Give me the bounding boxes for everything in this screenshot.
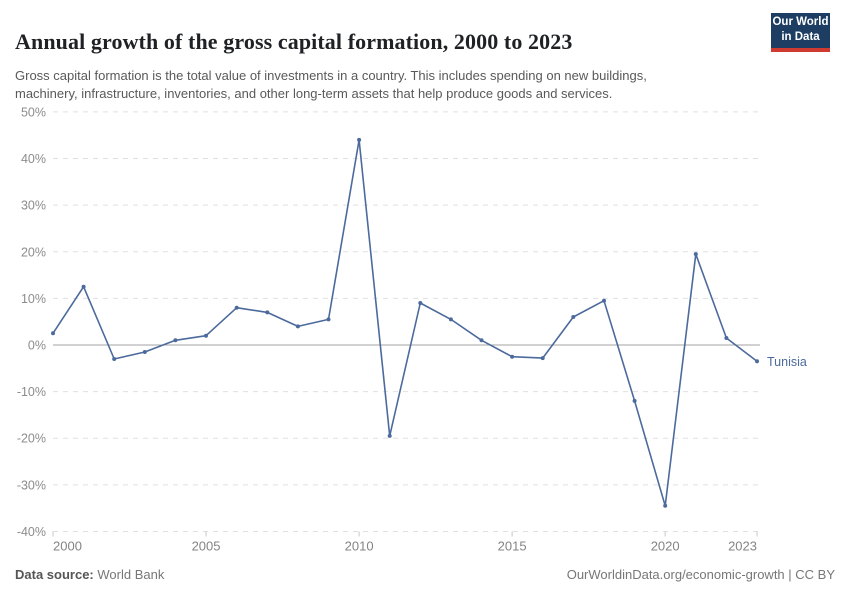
data-point-2020[interactable] bbox=[663, 503, 668, 508]
x-axis-tick-label: 2000 bbox=[53, 538, 82, 553]
y-axis-tick-label: -40% bbox=[17, 525, 46, 539]
data-point-2023[interactable] bbox=[755, 359, 759, 364]
y-axis-tick-label: 10% bbox=[21, 292, 46, 306]
y-axis-tick-label: -20% bbox=[17, 432, 46, 446]
y-axis-tick-label: 20% bbox=[21, 245, 46, 259]
data-point-2016[interactable] bbox=[540, 356, 545, 361]
data-point-2007[interactable] bbox=[265, 310, 270, 315]
chart-footer: Data source: World Bank OurWorldinData.o… bbox=[15, 567, 835, 582]
series-line-tunisia[interactable] bbox=[52, 139, 758, 507]
entity-label-tunisia[interactable]: Tunisia bbox=[767, 355, 807, 369]
x-axis-tick-label: 2010 bbox=[345, 538, 374, 553]
data-source-note: Data source: World Bank bbox=[15, 567, 164, 582]
data-point-2015[interactable] bbox=[510, 354, 515, 359]
chart-subtitle: Gross capital formation is the total val… bbox=[15, 67, 775, 103]
y-axis-tick-label: 40% bbox=[21, 152, 46, 166]
y-axis-tick-label: 50% bbox=[21, 105, 46, 119]
data-point-2009[interactable] bbox=[326, 317, 331, 322]
y-axis-tick-label: 30% bbox=[21, 199, 46, 213]
data-point-2002[interactable] bbox=[112, 357, 117, 361]
data-point-2004[interactable] bbox=[173, 338, 178, 343]
chart-title: Annual growth of the gross capital forma… bbox=[15, 28, 573, 54]
y-axis-tick-label: -10% bbox=[17, 385, 46, 399]
attribution-link[interactable]: OurWorldinData.org/economic-growth | CC … bbox=[566, 567, 835, 582]
data-point-2017[interactable] bbox=[571, 315, 576, 319]
data-point-2008[interactable] bbox=[295, 324, 300, 329]
x-axis-tick-label: 2005 bbox=[192, 538, 221, 553]
data-point-2014[interactable] bbox=[479, 338, 484, 343]
line-chart: 50% 40% 30% 20% 10% 0% -10% -20% -30% -40% 2000 200… bbox=[17, 105, 807, 553]
data-point-2006[interactable] bbox=[234, 305, 239, 310]
data-source-label: Data source: bbox=[15, 567, 94, 582]
data-point-2019[interactable] bbox=[632, 398, 637, 403]
x-axis-tick-label: 2023 bbox=[728, 538, 757, 553]
y-axis-tick-label: 0% bbox=[28, 339, 46, 353]
data-point-2005[interactable] bbox=[204, 333, 208, 338]
data-point-2000[interactable] bbox=[51, 331, 55, 336]
data-source-value: World Bank bbox=[97, 567, 165, 582]
data-point-2013[interactable] bbox=[448, 317, 453, 322]
data-point-2011[interactable] bbox=[387, 433, 392, 438]
x-axis-tick-label: 2020 bbox=[651, 538, 680, 553]
data-point-2003[interactable] bbox=[142, 350, 147, 354]
data-point-2021[interactable] bbox=[693, 252, 698, 257]
y-axis-tick-label: -30% bbox=[17, 478, 46, 492]
subtitle-line-1: Gross capital formation is the total val… bbox=[15, 68, 647, 83]
owid-logo-line2: in Data bbox=[781, 31, 820, 43]
x-axis-tick-label: 2015 bbox=[498, 538, 527, 553]
subtitle-line-2: machinery, infrastructure, inventories, … bbox=[15, 86, 613, 101]
data-point-2018[interactable] bbox=[602, 298, 606, 303]
owid-logo-line1: Our World bbox=[772, 16, 829, 28]
owid-logo[interactable]: Our World in Data bbox=[771, 13, 830, 52]
data-point-2022[interactable] bbox=[724, 336, 729, 340]
data-point-2001[interactable] bbox=[81, 284, 86, 289]
data-point-2010[interactable] bbox=[357, 137, 362, 142]
data-point-2012[interactable] bbox=[418, 301, 423, 305]
